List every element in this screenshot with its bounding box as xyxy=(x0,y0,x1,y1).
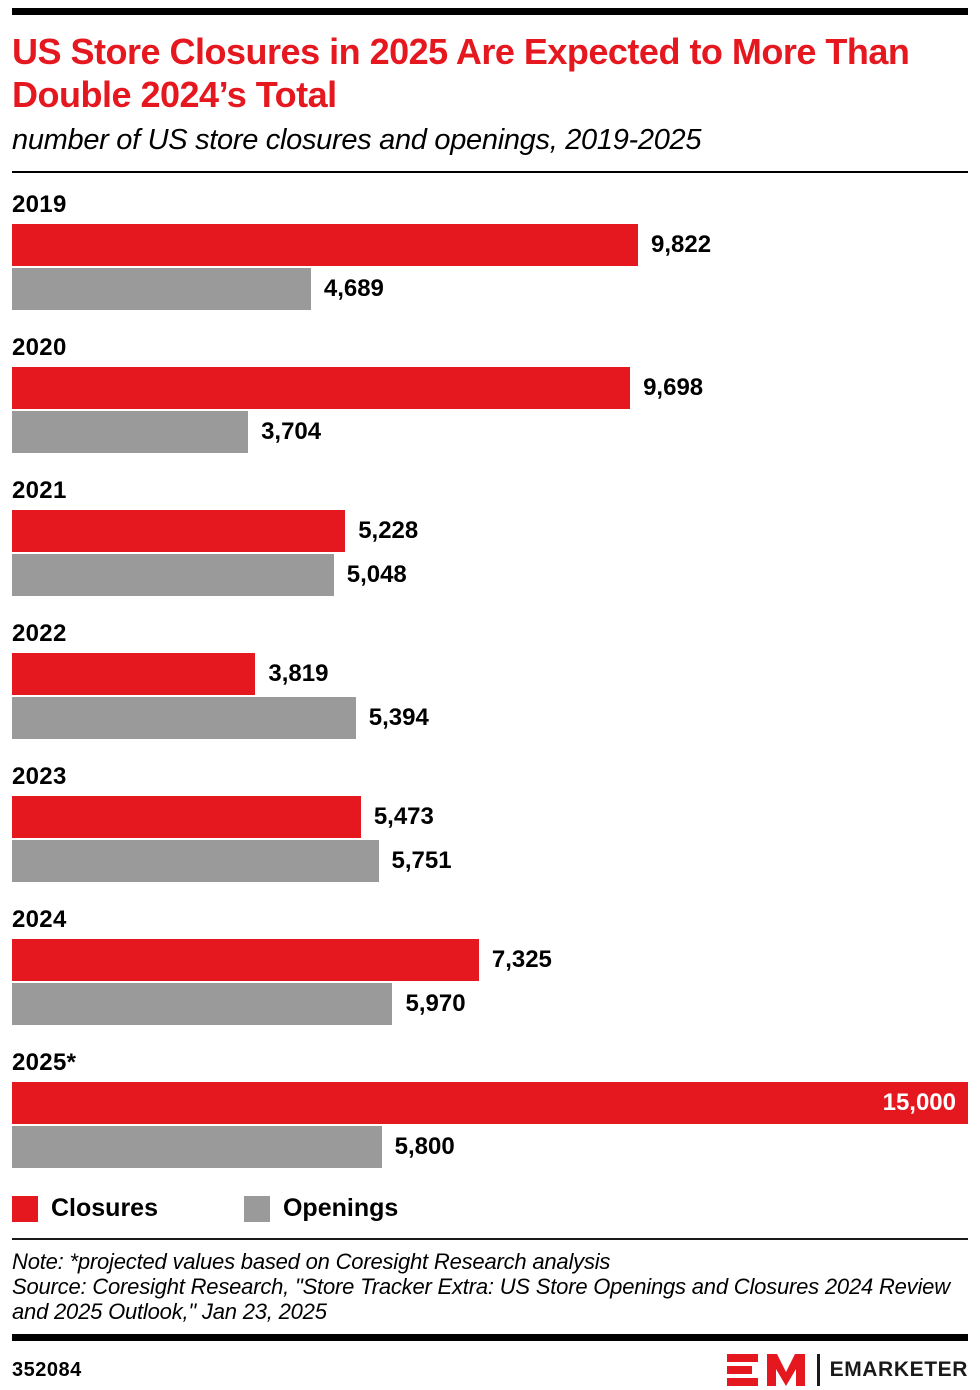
year-group: 2020 9,698 3,704 xyxy=(12,334,968,454)
value-label: 5,751 xyxy=(391,847,452,875)
note-text: Note: *projected values based on Coresig… xyxy=(12,1249,611,1275)
closures-bar-row: 9,822 xyxy=(12,224,968,267)
closures-bar xyxy=(12,224,638,267)
openings-bar-row: 5,394 xyxy=(12,697,968,740)
year-label: 2023 xyxy=(12,763,67,791)
openings-bar xyxy=(12,1126,382,1169)
value-label: 5,970 xyxy=(405,990,466,1018)
year-label: 2019 xyxy=(12,191,67,219)
value-label: 5,800 xyxy=(394,1133,455,1161)
year-group: 2025* 15,000 5,800 xyxy=(12,1049,968,1169)
notes-divider xyxy=(12,1238,968,1241)
value-label: 5,394 xyxy=(368,704,429,732)
value-label: 7,325 xyxy=(491,946,552,974)
openings-bar xyxy=(12,697,356,740)
year-label: 2020 xyxy=(12,334,67,362)
closures-bar xyxy=(12,510,346,553)
legend-item-closures: Closures xyxy=(12,1194,158,1223)
closures-bar-row: 9,698 xyxy=(12,367,968,410)
value-label: 5,473 xyxy=(373,803,434,831)
year-label: 2022 xyxy=(12,620,67,648)
openings-bar-row: 4,689 xyxy=(12,268,968,311)
openings-bar xyxy=(12,268,311,311)
source-text: Source: Coresight Research, "Store Track… xyxy=(12,1274,950,1325)
bottom-rule xyxy=(12,1334,968,1342)
openings-bar-row: 5,751 xyxy=(12,840,968,883)
openings-bar-row: 5,048 xyxy=(12,554,968,597)
value-label: 5,048 xyxy=(346,561,407,589)
year-group: 2019 9,822 4,689 xyxy=(12,191,968,311)
closures-bar-row: 5,473 xyxy=(12,796,968,839)
legend-label-openings: Openings xyxy=(282,1194,399,1223)
closures-swatch-icon xyxy=(12,1195,38,1222)
year-label: 2021 xyxy=(12,477,67,505)
closures-bar-row: 15,000 xyxy=(12,1082,968,1125)
year-label: 2024 xyxy=(12,906,67,934)
openings-bar xyxy=(12,411,249,454)
logo-divider xyxy=(816,1354,820,1387)
closures-bar: 15,000 xyxy=(12,1082,968,1125)
brand-name: EMARKETER xyxy=(829,1358,968,1382)
legend-label-closures: Closures xyxy=(51,1194,158,1223)
chart-id: 352084 xyxy=(12,1358,82,1381)
chart-subtitle: number of US store closures and openings… xyxy=(12,124,702,157)
legend-item-openings: Openings xyxy=(243,1194,399,1223)
openings-bar-row: 3,704 xyxy=(12,411,968,454)
footer: 352084 EMARKETER xyxy=(12,1352,968,1388)
closures-bar-row: 7,325 xyxy=(12,939,968,982)
openings-bar xyxy=(12,840,379,883)
closures-bar xyxy=(12,367,631,410)
closures-bar-row: 3,819 xyxy=(12,653,968,696)
value-label: 15,000 xyxy=(882,1089,956,1117)
openings-bar-row: 5,970 xyxy=(12,983,968,1026)
header-divider xyxy=(12,171,968,174)
year-group: 2021 5,228 5,048 xyxy=(12,477,968,597)
legend: Closures Openings xyxy=(12,1194,968,1223)
value-label: 5,228 xyxy=(358,517,419,545)
year-group: 2023 5,473 5,751 xyxy=(12,763,968,883)
year-group: 2024 7,325 5,970 xyxy=(12,906,968,1026)
openings-bar-row: 5,800 xyxy=(12,1126,968,1169)
openings-bar xyxy=(12,554,334,597)
year-label: 2025* xyxy=(12,1049,77,1077)
value-label: 3,704 xyxy=(261,418,322,446)
value-label: 9,822 xyxy=(650,231,712,259)
top-rule xyxy=(12,8,968,15)
value-label: 3,819 xyxy=(268,660,329,688)
closures-bar xyxy=(12,796,361,839)
bar-chart: 2019 9,822 4,689 2020 9,698 3,704 2021 5,228 5,0… xyxy=(12,191,968,1169)
em-logo-icon xyxy=(726,1352,809,1388)
value-label: 4,689 xyxy=(323,275,384,303)
value-label: 9,698 xyxy=(643,374,704,402)
closures-bar-row: 5,228 xyxy=(12,510,968,553)
openings-bar xyxy=(12,983,393,1026)
chart-title: US Store Closures in 2025 Are Expected t… xyxy=(12,31,910,116)
closures-bar xyxy=(12,939,479,982)
year-group: 2022 3,819 5,394 xyxy=(12,620,968,740)
closures-bar xyxy=(12,653,256,696)
openings-swatch-icon xyxy=(243,1195,270,1222)
emarketer-logo: EMARKETER xyxy=(726,1352,968,1388)
